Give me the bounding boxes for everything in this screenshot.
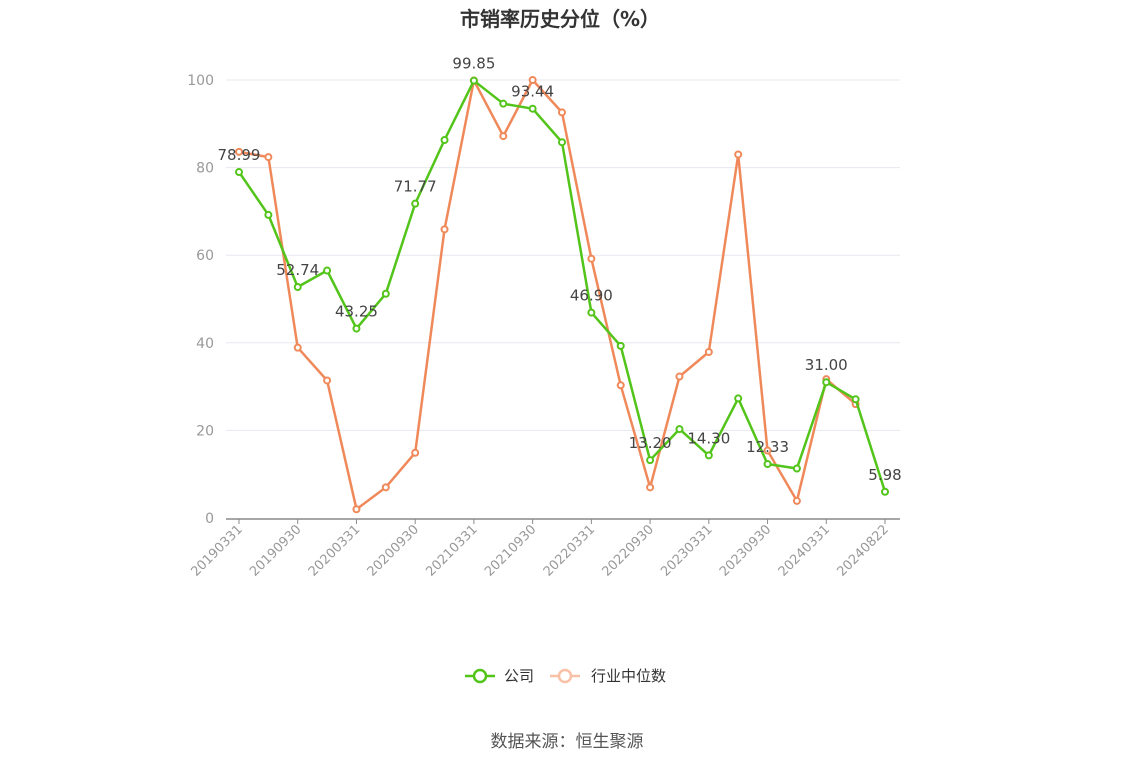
x-tick-label: 20240822	[834, 522, 891, 579]
y-tick-label: 80	[196, 161, 214, 177]
legend-item-industry-median[interactable]: 行业中位数	[550, 667, 666, 685]
data-point[interactable]	[440, 225, 449, 234]
data-point[interactable]	[499, 132, 508, 141]
data-point[interactable]	[704, 451, 713, 460]
data-point[interactable]	[323, 376, 332, 385]
data-point[interactable]	[293, 282, 302, 291]
legend-item-company[interactable]: 公司	[465, 667, 534, 685]
data-point[interactable]	[881, 487, 889, 496]
data-label: 13.20	[629, 434, 672, 452]
y-tick-label: 0	[205, 511, 214, 527]
legend: 公司 行业中位数	[465, 667, 666, 685]
data-point[interactable]	[822, 378, 831, 387]
data-point[interactable]	[616, 341, 625, 350]
data-point[interactable]	[381, 483, 390, 492]
x-tick-label: 20240331	[776, 522, 833, 579]
legend-label: 公司	[504, 667, 534, 685]
legend-marker-icon	[557, 668, 573, 684]
data-label: 14.30	[687, 429, 730, 447]
chart-title: 市销率历史分位（%）	[460, 7, 660, 31]
y-tick-label: 60	[196, 248, 214, 264]
data-point[interactable]	[587, 308, 596, 317]
legend-label: 行业中位数	[591, 667, 666, 685]
x-tick-label: 20210930	[482, 522, 539, 579]
y-tick-label: 100	[187, 73, 214, 89]
data-labels: 78.99 52.74 43.25 71.77 99.85 93.44 46.90 13.20…	[218, 55, 902, 484]
data-point[interactable]	[646, 483, 655, 492]
data-point[interactable]	[469, 76, 478, 85]
data-label: 12.33	[746, 438, 789, 456]
data-label: 46.90	[570, 287, 613, 305]
data-point[interactable]	[293, 343, 302, 352]
data-label: 43.25	[335, 303, 378, 321]
data-point[interactable]	[528, 76, 537, 84]
data-point[interactable]	[763, 459, 772, 468]
x-tick-label: 20220930	[600, 522, 657, 579]
legend-marker-icon	[472, 668, 488, 684]
data-point[interactable]	[235, 168, 243, 177]
series-layer	[235, 76, 889, 514]
data-point[interactable]	[792, 496, 801, 505]
data-point[interactable]	[411, 448, 420, 457]
data-point[interactable]	[675, 372, 684, 381]
series-company	[235, 76, 889, 496]
data-point[interactable]	[558, 108, 566, 117]
y-tick-label: 20	[196, 423, 214, 439]
data-label: 31.00	[805, 356, 848, 374]
data-label: 71.77	[394, 178, 437, 196]
data-point[interactable]	[499, 99, 508, 108]
x-tick-label: 20230331	[658, 522, 715, 579]
x-tick-label: 20200331	[306, 522, 363, 579]
x-tick-label: 20230930	[717, 522, 774, 579]
data-label: 78.99	[218, 146, 261, 164]
data-point[interactable]	[352, 505, 361, 514]
data-point[interactable]	[528, 104, 537, 113]
x-tick-label: 20200930	[365, 522, 422, 579]
grid-lines	[226, 79, 900, 431]
data-point[interactable]	[381, 289, 390, 298]
data-point[interactable]	[440, 136, 449, 145]
data-point[interactable]	[558, 138, 566, 147]
data-label: 52.74	[276, 261, 319, 279]
data-point[interactable]	[411, 199, 420, 208]
data-label: 93.44	[511, 83, 554, 101]
x-tick-label: 20220331	[541, 522, 598, 579]
data-point[interactable]	[616, 381, 625, 390]
x-tick-label: 20190930	[247, 522, 304, 579]
data-point[interactable]	[704, 347, 713, 356]
data-label: 5.98	[868, 466, 901, 484]
x-tick-label: 20190331	[188, 522, 245, 579]
data-point[interactable]	[763, 446, 772, 455]
data-point[interactable]	[734, 394, 743, 403]
data-point[interactable]	[675, 425, 684, 434]
data-point[interactable]	[264, 210, 273, 219]
x-tick-label: 20210331	[423, 522, 480, 579]
data-point[interactable]	[851, 395, 860, 404]
data-point[interactable]	[352, 324, 361, 333]
data-point[interactable]	[734, 150, 743, 159]
data-point[interactable]	[235, 147, 243, 156]
data-point[interactable]	[264, 153, 273, 162]
data-point[interactable]	[323, 266, 332, 275]
y-axis: 0 20 40 60 80 100	[187, 73, 214, 527]
data-point[interactable]	[646, 456, 655, 465]
data-point[interactable]	[792, 464, 801, 473]
data-label: 99.85	[452, 55, 495, 73]
source-note: 数据来源：恒生聚源	[491, 732, 644, 752]
data-point[interactable]	[587, 254, 596, 263]
x-axis: 20190331 20190930 20200331 20200930 20210331…	[188, 518, 900, 580]
series-line	[238, 78, 857, 511]
y-tick-label: 40	[196, 336, 214, 352]
